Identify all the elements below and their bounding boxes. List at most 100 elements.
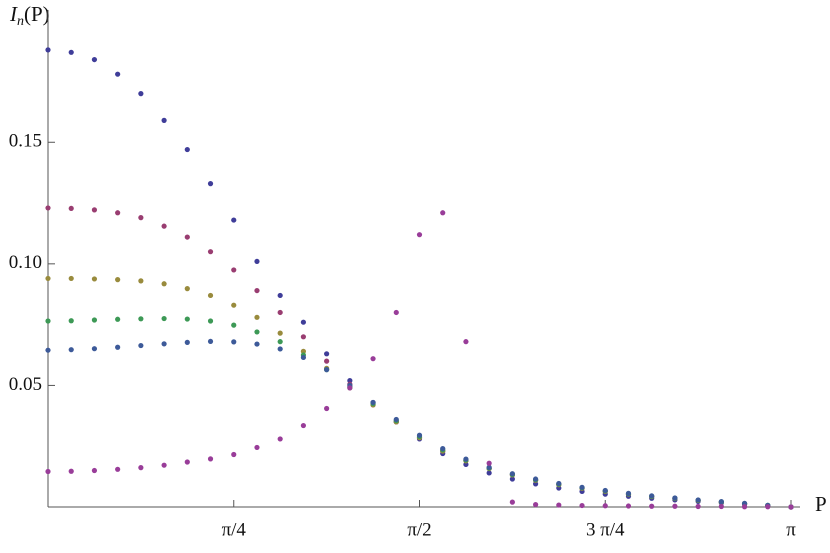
data-point bbox=[300, 354, 307, 361]
data-point bbox=[91, 56, 98, 63]
data-point bbox=[370, 356, 376, 362]
data-point bbox=[254, 444, 260, 451]
data-point bbox=[277, 330, 283, 336]
y-tick-label: 0.05 bbox=[9, 374, 42, 395]
data-point bbox=[91, 346, 98, 352]
data-point bbox=[115, 466, 121, 472]
data-point bbox=[463, 339, 469, 345]
data-point bbox=[672, 503, 678, 509]
data-point bbox=[161, 341, 167, 347]
x-tick-label: 3 π/4 bbox=[586, 519, 625, 540]
data-point bbox=[138, 215, 144, 221]
data-point bbox=[649, 493, 655, 499]
data-point bbox=[184, 146, 190, 153]
data-point bbox=[649, 503, 655, 509]
data-point bbox=[300, 319, 307, 325]
data-point bbox=[68, 468, 74, 474]
data-point bbox=[91, 317, 98, 323]
data-point bbox=[625, 503, 632, 509]
data-point bbox=[115, 71, 121, 77]
data-point bbox=[347, 377, 353, 384]
data-point bbox=[138, 342, 144, 349]
data-point bbox=[207, 338, 214, 345]
data-point bbox=[277, 309, 283, 316]
data-point bbox=[533, 501, 539, 508]
y-tick-label: 0.15 bbox=[9, 131, 42, 152]
data-point bbox=[231, 302, 237, 308]
data-point bbox=[115, 344, 121, 350]
data-point bbox=[486, 470, 492, 476]
data-point bbox=[45, 205, 51, 211]
data-point bbox=[579, 502, 585, 509]
data-point bbox=[579, 484, 585, 490]
y-label-rest: (P) bbox=[24, 2, 50, 26]
data-point bbox=[440, 210, 446, 216]
data-point bbox=[161, 315, 167, 322]
data-point bbox=[138, 316, 144, 322]
data-point bbox=[138, 465, 144, 471]
data-point bbox=[254, 341, 260, 347]
data-point bbox=[231, 451, 237, 458]
data-point bbox=[138, 91, 144, 97]
data-point bbox=[68, 347, 74, 353]
data-point bbox=[184, 459, 190, 465]
data-point bbox=[254, 329, 260, 335]
data-point bbox=[207, 249, 214, 255]
data-point bbox=[788, 504, 794, 510]
data-point bbox=[486, 460, 492, 466]
data-point bbox=[231, 217, 237, 223]
data-point bbox=[533, 481, 539, 487]
data-point bbox=[741, 504, 748, 510]
data-point bbox=[556, 502, 562, 508]
data-point bbox=[68, 205, 74, 212]
data-point bbox=[68, 318, 74, 324]
x-tick-label: π/2 bbox=[407, 519, 431, 540]
data-point bbox=[300, 334, 307, 340]
data-point bbox=[184, 339, 190, 345]
data-point bbox=[45, 347, 51, 353]
data-point bbox=[718, 503, 724, 510]
x-axis-label: P bbox=[815, 492, 827, 516]
data-point bbox=[393, 309, 399, 316]
data-point bbox=[231, 339, 237, 345]
data-point bbox=[533, 476, 539, 482]
data-point bbox=[161, 117, 167, 123]
x-tick-label: π/4 bbox=[222, 519, 247, 540]
data-point bbox=[254, 287, 260, 294]
y-label-main: I bbox=[9, 2, 18, 26]
data-point bbox=[91, 467, 98, 474]
data-point bbox=[115, 316, 121, 322]
data-point bbox=[161, 281, 167, 287]
data-point bbox=[68, 49, 74, 55]
data-point bbox=[695, 497, 701, 503]
data-point bbox=[254, 258, 260, 265]
data-point bbox=[91, 207, 98, 213]
data-point bbox=[231, 322, 237, 328]
data-point bbox=[416, 232, 423, 238]
data-point bbox=[602, 487, 608, 494]
data-point bbox=[440, 446, 446, 452]
data-point bbox=[161, 223, 167, 229]
data-point bbox=[184, 286, 190, 292]
x-tick-label: π bbox=[786, 519, 796, 540]
data-point bbox=[45, 47, 51, 53]
data-point bbox=[231, 267, 237, 273]
data-point bbox=[324, 351, 330, 357]
data-point bbox=[463, 461, 469, 468]
data-point bbox=[718, 499, 724, 505]
data-point bbox=[300, 422, 307, 429]
data-point bbox=[556, 480, 562, 487]
data-point bbox=[91, 276, 98, 282]
data-point bbox=[45, 275, 51, 282]
data-point bbox=[300, 348, 307, 354]
data-point bbox=[625, 490, 632, 496]
y-tick-label: 0.10 bbox=[9, 252, 42, 273]
data-point bbox=[324, 358, 330, 364]
data-point bbox=[416, 432, 423, 438]
data-point bbox=[695, 503, 701, 510]
data-point bbox=[370, 399, 376, 406]
data-point bbox=[277, 339, 283, 345]
data-point bbox=[486, 464, 492, 470]
y-axis-label: In(P) bbox=[9, 2, 50, 29]
